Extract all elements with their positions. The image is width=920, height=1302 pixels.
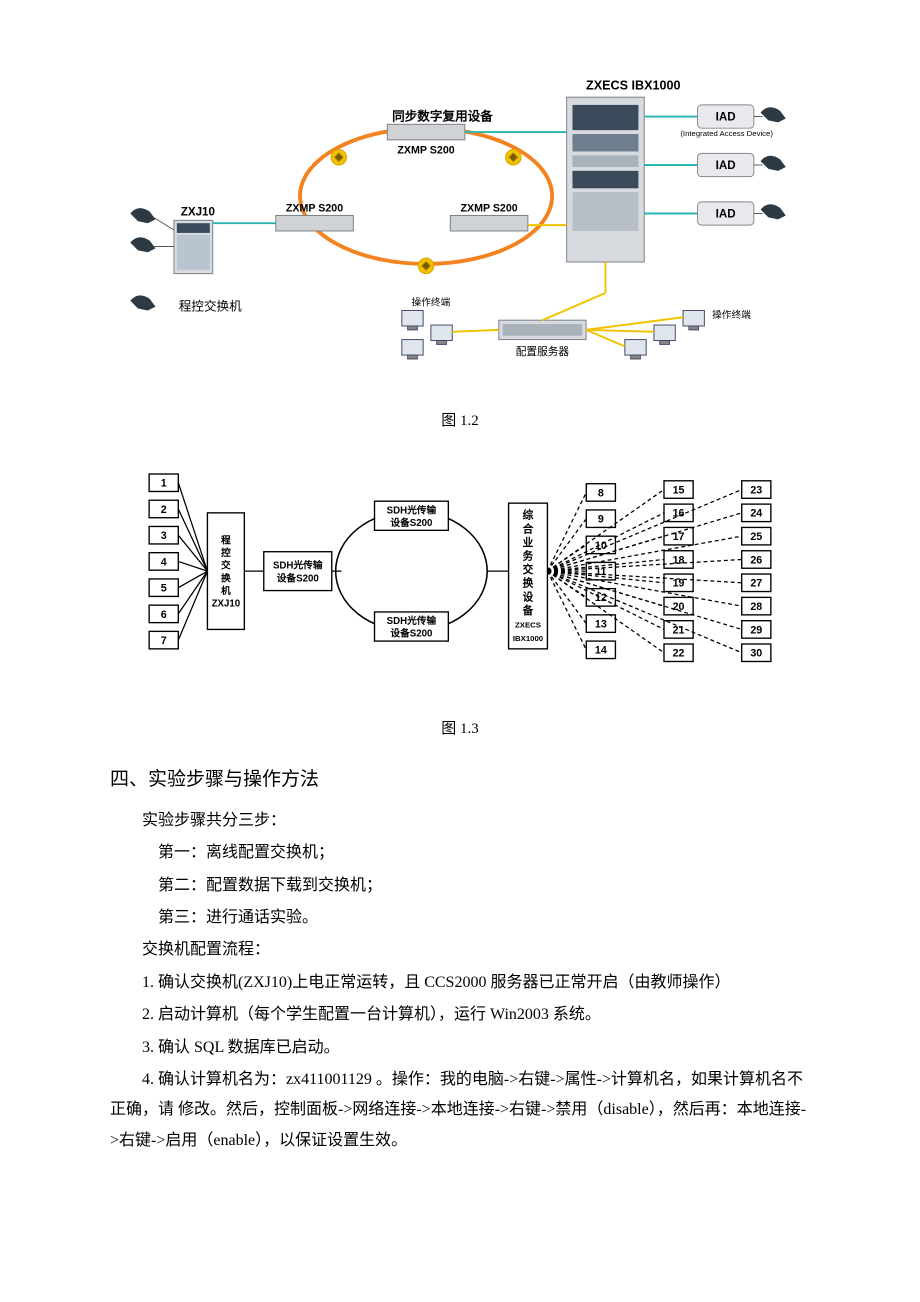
- ibx-server-icon: [567, 97, 645, 262]
- pbx-label: 程控交换机: [179, 298, 242, 313]
- p4: 4. 确认计算机名为：zx411001129 。操作：我的电脑->右键->属性-…: [110, 1065, 810, 1156]
- svg-text:9: 9: [598, 513, 604, 525]
- iad-label-3: IAD: [716, 207, 736, 220]
- svg-text:22: 22: [673, 648, 685, 660]
- step3: 第三：进行通话实验。: [110, 903, 810, 933]
- svg-text:SDH光传输: SDH光传输: [273, 559, 323, 572]
- svg-text:IBX1000: IBX1000: [513, 634, 543, 643]
- svg-text:29: 29: [750, 624, 762, 636]
- op-term-r-label: 操作终端: [712, 308, 751, 321]
- zxj10-label: ZXJ10: [181, 205, 215, 218]
- svg-text:4: 4: [161, 556, 167, 568]
- svg-text:综: 综: [523, 509, 534, 522]
- step1: 第一：离线配置交换机；: [110, 838, 810, 868]
- svg-text:SDH光传输: SDH光传输: [387, 614, 437, 627]
- terminal-icon: [402, 310, 452, 358]
- svg-text:24: 24: [750, 508, 762, 520]
- section-title: 四、实验步骤与操作方法: [110, 762, 810, 798]
- svg-text:设备S200: 设备S200: [390, 516, 432, 529]
- svg-text:7: 7: [161, 635, 167, 647]
- svg-text:13: 13: [595, 618, 607, 630]
- svg-text:设备S200: 设备S200: [390, 627, 432, 640]
- svg-text:28: 28: [750, 601, 762, 613]
- svg-text:控: 控: [221, 546, 231, 559]
- p1: 1. 确认交换机(ZXJ10)上电正常运转，且 CCS2000 服务器已正常开启…: [110, 968, 810, 998]
- svg-text:备: 备: [522, 604, 534, 617]
- svg-text:设备S200: 设备S200: [277, 571, 319, 584]
- svg-text:2: 2: [161, 504, 167, 516]
- svg-text:业: 业: [523, 536, 534, 549]
- svg-text:23: 23: [750, 484, 762, 496]
- iad-note: (Integrated Access Device): [680, 129, 773, 138]
- sdh-title: 同步数字复用设备: [392, 108, 493, 123]
- svg-text:机: 机: [221, 584, 231, 597]
- svg-text:8: 8: [598, 487, 604, 499]
- svg-text:25: 25: [750, 531, 762, 543]
- phone-icon: [761, 107, 786, 122]
- op-term-l-label: 操作终端: [412, 296, 451, 309]
- svg-text:合: 合: [522, 522, 534, 535]
- zxmp-top-label: ZXMP S200: [397, 144, 454, 156]
- ibx-title: ZXECS IBX1000: [586, 78, 681, 92]
- phone-icon: [761, 156, 786, 171]
- zxmp-right-label: ZXMP S200: [460, 203, 517, 215]
- svg-text:ZXJ10: ZXJ10: [212, 598, 241, 609]
- zxmp-left-label: ZXMP S200: [286, 203, 343, 215]
- svg-text:程: 程: [221, 533, 231, 546]
- svg-text:3: 3: [161, 530, 167, 542]
- svg-text:ZXECS: ZXECS: [515, 620, 541, 629]
- svg-text:1: 1: [161, 478, 167, 490]
- svg-text:30: 30: [750, 648, 762, 660]
- svg-text:26: 26: [750, 554, 762, 566]
- fig12-caption: 图 1.2: [110, 407, 810, 436]
- iad-label-2: IAD: [716, 159, 736, 172]
- svg-text:换: 换: [221, 571, 231, 584]
- svg-text:20: 20: [673, 601, 685, 613]
- svg-text:5: 5: [161, 582, 167, 594]
- svg-text:21: 21: [673, 624, 685, 636]
- svg-text:务: 务: [523, 549, 534, 562]
- pbx-icon: ZXJ10 程控交换机: [130, 205, 275, 313]
- fig12-svg: ZXECS IBX1000 IAD (Integrated Access Dev…: [120, 70, 800, 390]
- zxmp-device-icon: ZXMP S200 ZXMP S200 ZXMP S200: [276, 124, 528, 231]
- iad-group: IAD (Integrated Access Device) IAD IAD: [644, 105, 786, 225]
- svg-text:15: 15: [673, 484, 685, 496]
- fig13-svg: 1234567程控交换机ZXJ10SDH光传输设备S200SDH光传输设备S20…: [120, 454, 800, 698]
- step2: 第二：配置数据下载到交换机；: [110, 871, 810, 901]
- config-server-icon: 配置服务器: [499, 320, 586, 358]
- p2: 2. 启动计算机（每个学生配置一台计算机），运行 Win2003 系统。: [110, 1000, 810, 1030]
- terminal-icon: [625, 310, 705, 358]
- figure-1-2: ZXECS IBX1000 IAD (Integrated Access Dev…: [110, 70, 810, 401]
- p3: 3. 确认 SQL 数据库已启动。: [110, 1033, 810, 1063]
- svg-text:设: 设: [523, 590, 534, 603]
- svg-text:27: 27: [750, 578, 762, 590]
- flow-title: 交换机配置流程：: [110, 935, 810, 965]
- svg-text:换: 换: [523, 577, 534, 590]
- intro-line: 实验步骤共分三步：: [110, 806, 810, 836]
- svg-text:18: 18: [673, 554, 685, 566]
- svg-text:SDH光传输: SDH光传输: [387, 503, 437, 516]
- figure-1-3: 1234567程控交换机ZXJ10SDH光传输设备S200SDH光传输设备S20…: [110, 454, 810, 709]
- svg-text:6: 6: [161, 609, 167, 621]
- svg-text:交: 交: [221, 559, 231, 572]
- phone-icon: [761, 204, 786, 219]
- iad-label-1: IAD: [716, 110, 736, 123]
- cfg-server-label: 配置服务器: [516, 345, 570, 358]
- svg-text:交: 交: [523, 563, 534, 576]
- svg-text:14: 14: [595, 645, 607, 657]
- fig13-caption: 图 1.3: [110, 715, 810, 744]
